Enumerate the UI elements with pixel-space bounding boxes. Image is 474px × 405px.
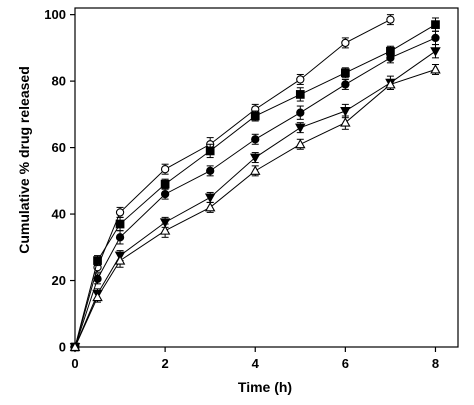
data-point <box>69 341 81 351</box>
x-tick-label: 0 <box>71 356 78 371</box>
x-axis-title: Time (h) <box>238 379 292 395</box>
x-tick-label: 4 <box>252 356 260 371</box>
series-4 <box>69 44 441 353</box>
y-tick-label: 100 <box>44 7 66 22</box>
data-point <box>204 193 216 203</box>
data-point <box>386 15 395 24</box>
data-point <box>205 146 215 156</box>
data-point <box>250 111 260 121</box>
data-point <box>115 219 125 229</box>
data-point <box>114 255 126 265</box>
series-2 <box>70 17 440 352</box>
plot-area <box>74 7 459 348</box>
y-tick-label: 20 <box>52 273 66 288</box>
data-point <box>295 123 306 134</box>
data-point <box>431 33 440 43</box>
data-point <box>341 38 350 48</box>
data-point <box>341 80 350 89</box>
data-point <box>204 201 216 212</box>
data-point <box>295 138 306 149</box>
series-5 <box>69 64 441 351</box>
data-point <box>430 64 441 74</box>
series-line <box>74 69 436 348</box>
data-point <box>385 79 396 89</box>
data-point <box>250 153 261 163</box>
y-tick-label: 40 <box>52 207 66 222</box>
data-point <box>296 108 305 117</box>
series-3 <box>70 30 440 352</box>
x-tick-label: 2 <box>162 356 169 371</box>
data-point <box>206 166 215 176</box>
y-tick-label: 60 <box>52 140 66 155</box>
data-point <box>340 107 351 117</box>
y-tick-label: 80 <box>52 74 66 89</box>
data-point <box>386 53 395 63</box>
series-1 <box>70 14 395 352</box>
x-tick-label: 8 <box>432 356 439 371</box>
x-axis-ticks: 0 2 4 6 8 <box>71 347 439 371</box>
x-tick-label: 6 <box>342 356 349 371</box>
plot-frame <box>74 7 459 348</box>
data-point <box>295 90 305 99</box>
data-point <box>160 165 170 174</box>
data-point <box>296 75 305 84</box>
data-point <box>159 225 171 235</box>
y-tick-label: 0 <box>59 340 66 355</box>
data-point <box>431 20 440 29</box>
data-point <box>159 218 171 228</box>
data-point <box>92 291 103 302</box>
data-point <box>93 256 102 265</box>
y-axis-title: Cumulative % drug released <box>16 66 32 254</box>
data-point <box>160 189 170 199</box>
data-point <box>340 117 351 127</box>
data-point <box>430 47 441 57</box>
series-line <box>74 50 436 348</box>
data-point <box>115 233 125 242</box>
data-point <box>93 274 102 284</box>
data-point <box>250 165 261 175</box>
y-axis-ticks: 0 20 40 60 80 100 <box>44 7 75 355</box>
data-point <box>160 179 170 189</box>
data-point <box>115 208 125 217</box>
series-layer <box>69 14 441 353</box>
data-point <box>341 68 350 78</box>
series-line <box>74 37 436 348</box>
data-point <box>251 135 260 144</box>
series-line <box>74 24 436 348</box>
